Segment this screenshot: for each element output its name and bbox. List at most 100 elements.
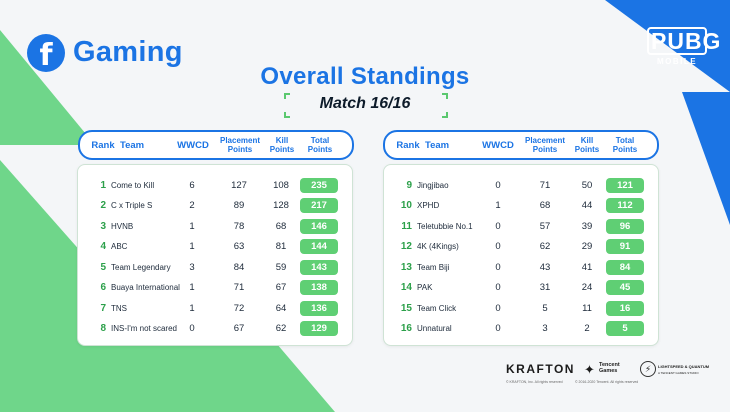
tencent-games-logo: Tencent Games xyxy=(599,362,620,374)
right-standings-panel: 9 Jingjibao 0 71 50 121 10 XPHD 1 68 44 112 11 Teletu… xyxy=(383,164,659,346)
total-points-badge: 5 xyxy=(606,321,644,336)
rank-number: 5 xyxy=(100,261,106,273)
placement-points: 67 xyxy=(233,323,245,334)
total-points: 138 xyxy=(294,278,344,298)
kill-points: 128 xyxy=(273,200,289,211)
kill-points: 24 xyxy=(581,282,593,293)
total-points-badge: 129 xyxy=(300,321,338,336)
kill-points: 2 xyxy=(584,323,590,334)
blue-stripe-right xyxy=(682,92,730,225)
header-wwcd: WWCD xyxy=(177,139,209,151)
bracket-br xyxy=(442,112,448,118)
kill-points: 59 xyxy=(275,261,287,273)
total-points: 235 xyxy=(294,175,344,195)
wwcd-value: 3 xyxy=(189,261,195,273)
total-points-badge: 144 xyxy=(300,239,338,254)
header-rank: Rank xyxy=(91,139,115,151)
placement-points: 57 xyxy=(539,220,551,232)
wwcd-value: 1 xyxy=(189,241,195,252)
team-name: TNS xyxy=(111,303,127,313)
kill-points: 62 xyxy=(275,323,287,334)
total-points: 144 xyxy=(294,237,344,257)
pubg-logo-sub: MOBILE xyxy=(656,57,698,66)
rank-number: 1 xyxy=(100,179,106,191)
total-points-badge: 138 xyxy=(300,280,338,295)
rank-number: 2 xyxy=(100,200,106,211)
header-placement: Placement Points xyxy=(219,136,261,154)
total-points-badge: 121 xyxy=(606,177,644,193)
table-row: 14 PAK 0 31 24 45 xyxy=(384,278,658,298)
krafton-fineprint: © KRAFTON, Inc. All rights reserved xyxy=(506,380,563,384)
table-row: 16 Unnatural 0 3 2 5 xyxy=(384,319,658,339)
page-subtitle: Match 16/16 xyxy=(319,95,411,112)
rank-number: 13 xyxy=(400,261,412,273)
total-points-badge: 84 xyxy=(606,259,644,275)
bracket-bl xyxy=(284,112,290,118)
rank-number: 4 xyxy=(100,241,106,252)
team-name: XPHD xyxy=(417,201,440,210)
rank-number: 8 xyxy=(100,323,106,334)
header-kill: Kill Points xyxy=(269,136,295,154)
blue-corner xyxy=(605,0,730,92)
total-points: 146 xyxy=(294,216,344,236)
header-rank: Rank xyxy=(396,139,420,151)
facebook-icon: f xyxy=(27,34,65,72)
team-name: ABC xyxy=(111,242,128,251)
placement-points: 89 xyxy=(233,200,245,211)
team-name: INS-I'm not scared xyxy=(111,324,177,333)
table-row: 4 ABC 1 63 81 144 xyxy=(78,237,352,257)
page-title: Overall Standings xyxy=(260,63,470,90)
kill-points: 68 xyxy=(275,220,287,232)
left-table-header: Rank Team WWCD Placement Points Kill Poi… xyxy=(78,130,354,160)
table-row: 12 4K (4Kings) 0 62 29 91 xyxy=(384,237,658,257)
wwcd-value: 0 xyxy=(495,179,501,191)
team-name: HVNB xyxy=(111,221,134,231)
wwcd-value: 0 xyxy=(189,323,195,334)
table-row: 2 C x Triple S 2 89 128 217 xyxy=(78,196,352,216)
left-standings-panel: 1 Come to Kill 6 127 108 235 2 C x Triple S 2 89 1… xyxy=(77,164,353,346)
total-points: 129 xyxy=(294,319,344,339)
total-points-badge: 235 xyxy=(300,177,338,193)
right-table-header: Rank Team WWCD Placement Points Kill Poi… xyxy=(383,130,659,160)
rank-number: 14 xyxy=(400,282,412,293)
header-team: Team xyxy=(120,139,145,151)
team-name: PAK xyxy=(417,283,433,292)
lightning-icon: ⚡ xyxy=(640,361,656,377)
total-points: 217 xyxy=(294,196,344,216)
lightspeed-sub: A TENCENT GAMES STUDIO xyxy=(658,371,699,375)
lightspeed-logo: LIGHTSPEED & QUANTUM xyxy=(658,364,710,369)
total-points: 5 xyxy=(600,319,650,339)
rank-number: 12 xyxy=(400,241,412,252)
rank-number: 9 xyxy=(406,179,412,191)
team-name: C x Triple S xyxy=(111,201,153,210)
tencent-fineprint: © 2016-2020 Tencent. All rights reserved xyxy=(575,380,639,384)
header-total: Total Points xyxy=(307,136,333,154)
placement-points: 72 xyxy=(233,302,245,314)
pubg-mobile-logo: PUBG MOBILE xyxy=(647,27,720,66)
brand-name: Gaming xyxy=(73,36,183,68)
kill-points: 50 xyxy=(581,179,593,191)
header-total: Total Points xyxy=(612,136,638,154)
placement-points: 62 xyxy=(539,241,551,252)
table-row: 9 Jingjibao 0 71 50 121 xyxy=(384,175,658,195)
total-points-badge: 146 xyxy=(300,218,338,234)
wwcd-value: 1 xyxy=(495,200,501,211)
green-stripe-top-left xyxy=(0,30,95,145)
wwcd-value: 0 xyxy=(495,261,501,273)
table-row: 6 Buaya International 1 71 67 138 xyxy=(78,278,352,298)
total-points-badge: 16 xyxy=(606,300,644,316)
kill-points: 39 xyxy=(581,220,593,232)
wwcd-value: 1 xyxy=(189,282,195,293)
placement-points: 31 xyxy=(539,282,551,293)
total-points: 121 xyxy=(600,175,650,195)
table-row: 13 Team Biji 0 43 41 84 xyxy=(384,257,658,277)
total-points-badge: 143 xyxy=(300,259,338,275)
table-row: 7 TNS 1 72 64 136 xyxy=(78,298,352,318)
team-name: Team Biji xyxy=(417,262,450,272)
wwcd-value: 0 xyxy=(495,302,501,314)
placement-points: 71 xyxy=(539,179,551,191)
total-points-badge: 136 xyxy=(300,300,338,316)
total-points-badge: 217 xyxy=(300,198,338,213)
team-name: 4K (4Kings) xyxy=(417,242,459,251)
wwcd-value: 6 xyxy=(189,179,195,191)
